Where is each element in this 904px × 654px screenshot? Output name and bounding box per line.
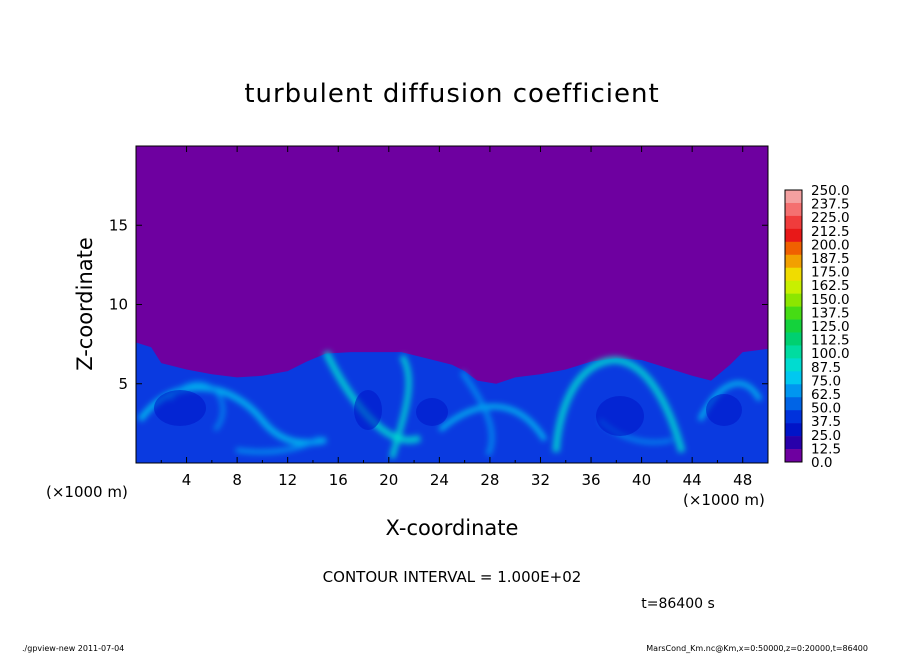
colorbar-label: 87.5 — [811, 360, 841, 376]
colorbar-label: 37.5 — [811, 414, 841, 430]
colorbar-label: 62.5 — [811, 387, 841, 403]
x-axis-label: X-coordinate — [386, 516, 519, 540]
colorbar-label: 100.0 — [811, 346, 850, 362]
turbulent-streak — [552, 356, 686, 453]
turbulent-streak — [459, 370, 495, 457]
colorbar-label: 187.5 — [811, 251, 850, 267]
colorbar-label: 25.0 — [811, 428, 841, 444]
y-tick-label: 5 — [118, 375, 128, 393]
colorbar-swatch — [785, 345, 802, 359]
colorbar-swatch — [785, 410, 802, 424]
colorbar-label: 237.5 — [811, 197, 850, 213]
colorbar-swatch — [785, 241, 802, 256]
y-axis-ticks: 5 10 15 — [109, 216, 768, 393]
colorbar-swatch — [785, 215, 802, 230]
x-tick-label: 24 — [430, 471, 449, 489]
turbulent-eddy — [154, 390, 206, 426]
colorbar-swatch — [785, 306, 802, 320]
x-tick-label: 28 — [480, 471, 499, 489]
colorbar-label: 112.5 — [811, 333, 850, 349]
colorbar-swatch — [785, 254, 802, 269]
footer-left: ./gpview-new 2011-07-04 — [22, 644, 124, 653]
y-tick-label: 15 — [109, 216, 128, 234]
colorbar-label: 12.5 — [811, 441, 841, 457]
x-tick-label: 32 — [531, 471, 550, 489]
x-axis-unit-right: (×1000 m) — [683, 491, 765, 509]
colorbar-swatch — [785, 280, 802, 294]
colorbar-swatch — [785, 449, 802, 463]
turbulent-streak — [389, 354, 412, 459]
x-tick-label: 36 — [581, 471, 600, 489]
colorbar-label: 75.0 — [811, 373, 841, 389]
turbulent-eddy — [706, 394, 742, 426]
colorbar-label: 137.5 — [811, 305, 850, 321]
turbulent-eddy — [354, 390, 382, 430]
colorbar-swatch — [785, 358, 802, 372]
colorbar-swatch — [785, 423, 802, 437]
colorbar-swatch — [785, 319, 802, 333]
colorbar-swatch — [785, 384, 802, 398]
colorbar-swatch — [785, 267, 802, 281]
y-axis-label: Z-coordinate — [73, 237, 97, 371]
x-tick-label: 8 — [232, 471, 242, 489]
footer-right: MarsCond_Km.nc@Km,x=0:50000,z=0:20000,t=… — [646, 644, 868, 653]
colorbar: 250.0237.5225.0212.5200.0187.5175.0162.5… — [784, 183, 850, 471]
x-tick-label: 4 — [182, 471, 192, 489]
colorbar-label: 162.5 — [811, 278, 850, 294]
x-tick-label: 16 — [329, 471, 348, 489]
contour-interval-label: CONTOUR INTERVAL = 1.000E+02 — [323, 568, 582, 586]
colorbar-swatch — [785, 202, 802, 217]
colorbar-label: 212.5 — [811, 224, 850, 240]
colorbar-swatch — [785, 436, 802, 450]
colorbar-swatch — [785, 397, 802, 411]
x-tick-label: 12 — [278, 471, 297, 489]
x-axis-unit-left: (×1000 m) — [46, 483, 128, 501]
chart-title: turbulent diffusion coefficient — [244, 79, 659, 109]
colorbar-label: 200.0 — [811, 237, 850, 253]
x-tick-label: 44 — [683, 471, 702, 489]
colorbar-swatch — [785, 293, 802, 307]
y-tick-label: 10 — [109, 296, 128, 314]
turbulent-streak — [168, 381, 225, 432]
colorbar-label: 125.0 — [811, 319, 850, 335]
colorbar-label: 175.0 — [811, 265, 850, 281]
turbulent-eddy — [416, 398, 448, 426]
x-tick-label: 40 — [632, 471, 651, 489]
colorbar-label: 250.0 — [811, 183, 850, 199]
colorbar-swatch — [785, 190, 802, 204]
colorbar-label: 150.0 — [811, 292, 850, 308]
heatmap-plot-area — [135, 145, 769, 464]
turbulent-streak — [235, 435, 322, 455]
x-tick-label: 48 — [733, 471, 752, 489]
x-tick-label: 20 — [379, 471, 398, 489]
turbulent-eddies — [154, 390, 742, 436]
colorbar-label: 225.0 — [811, 210, 850, 226]
x-axis-ticks: 4 8 12 16 20 24 28 32 36 40 44 48 — [160, 146, 752, 489]
colorbar-swatch — [785, 332, 802, 346]
colorbar-swatch — [785, 228, 802, 243]
colorbar-frame — [784, 189, 803, 463]
turbulent-streak — [438, 404, 548, 442]
time-label: t=86400 s — [641, 596, 715, 612]
turbulent-eddy — [596, 396, 644, 436]
colorbar-label: 50.0 — [811, 401, 841, 417]
colorbar-swatch — [785, 371, 802, 385]
colorbar-label: 0.0 — [811, 455, 832, 471]
